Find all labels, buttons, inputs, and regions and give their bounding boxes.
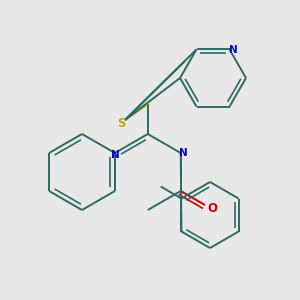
Text: N: N: [110, 150, 119, 160]
Text: N: N: [229, 45, 238, 56]
Text: N: N: [179, 148, 188, 158]
Text: S: S: [117, 117, 125, 130]
Text: O: O: [207, 202, 217, 215]
